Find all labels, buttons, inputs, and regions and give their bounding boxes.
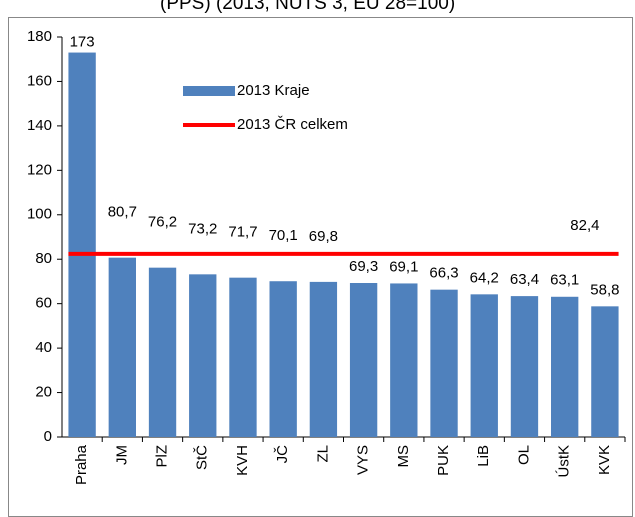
value-label: 69,8 — [309, 228, 338, 245]
x-tick-label: PUK — [435, 445, 452, 476]
y-tick-label: 20 — [35, 384, 52, 401]
legend-label: 2013 ČR celkem — [237, 116, 348, 133]
value-label: 69,3 — [349, 258, 378, 275]
bar — [430, 289, 458, 437]
value-label: 70,1 — [269, 227, 298, 244]
x-tick-label: KVK — [596, 445, 613, 475]
chart-title: (PPS) (2013, NUTS 3, EU 28=100) — [160, 0, 455, 14]
bar — [269, 281, 297, 437]
legend-label: 2013 Kraje — [237, 82, 310, 99]
bar — [309, 281, 338, 437]
x-tick-label: JČ — [274, 445, 291, 464]
y-tick-label: 100 — [27, 206, 52, 223]
y-tick-label: 140 — [27, 117, 52, 134]
x-tick-label: Praha — [73, 444, 90, 485]
bar — [68, 52, 96, 438]
value-label: 80,7 — [108, 204, 137, 221]
x-tick-label: OL — [515, 445, 532, 465]
reference-label: 82,4 — [570, 217, 599, 234]
value-label: 76,2 — [148, 214, 177, 231]
x-tick-label: JM — [113, 445, 130, 465]
y-tick-label: 80 — [35, 250, 52, 267]
bar — [510, 296, 539, 437]
value-label: 71,7 — [228, 224, 257, 241]
bar — [229, 277, 257, 437]
value-label: 73,2 — [188, 220, 217, 237]
x-tick-label: ZL — [314, 445, 331, 463]
x-tick-label: ÚstK — [556, 445, 573, 478]
bar — [591, 306, 619, 437]
bar — [551, 296, 579, 437]
y-tick-label: 0 — [44, 428, 52, 445]
x-tick-label: VYS — [355, 445, 372, 475]
legend-swatch — [183, 86, 235, 96]
x-tick-label: KVH — [234, 445, 251, 476]
x-tick-label: StČ — [194, 445, 211, 470]
bar — [470, 294, 498, 437]
y-tick-label: 180 — [27, 28, 52, 45]
value-label: 63,1 — [550, 272, 579, 289]
y-tick-label: 60 — [35, 295, 52, 312]
value-label: 58,8 — [590, 281, 619, 298]
value-label: 63,4 — [510, 271, 539, 288]
bar — [390, 283, 418, 437]
bar — [108, 257, 136, 437]
x-tick-label: MS — [395, 445, 412, 468]
value-label: 64,2 — [470, 269, 499, 286]
y-tick-label: 160 — [27, 72, 52, 89]
bar — [189, 274, 217, 437]
value-label: 173 — [70, 34, 95, 51]
bar — [148, 267, 177, 437]
bar — [349, 283, 378, 437]
y-tick-label: 40 — [35, 339, 52, 356]
y-tick-label: 120 — [27, 161, 52, 178]
x-tick-label: PlZ — [154, 445, 171, 468]
value-label: 66,3 — [429, 265, 458, 282]
value-label: 69,1 — [389, 258, 418, 275]
x-tick-label: LiB — [475, 445, 492, 467]
